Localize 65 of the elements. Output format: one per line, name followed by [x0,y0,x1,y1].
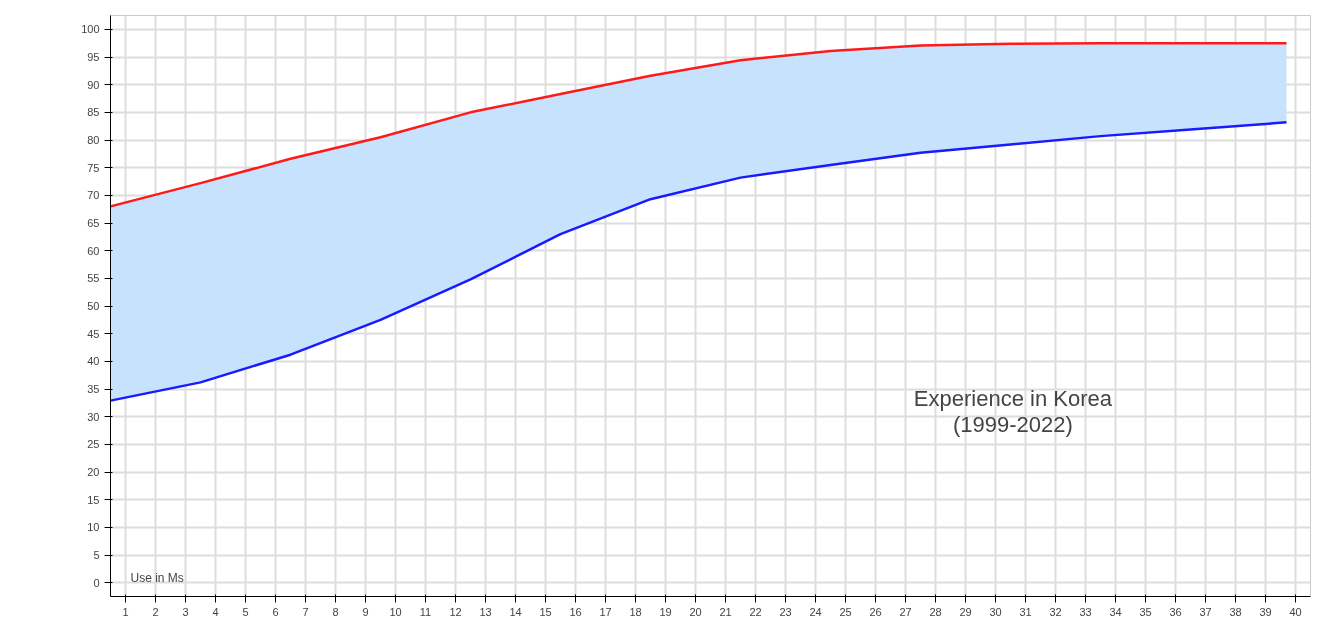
y-tick-label: 90 [87,78,100,91]
x-tick-label: 19 [659,605,672,618]
y-tick-label: 0 [93,576,100,589]
y-tick-label: 10 [87,521,100,534]
x-tick-label: 29 [959,605,972,618]
x-tick-label: 9 [362,605,369,618]
x-tick-label: 14 [509,605,522,618]
y-tick-label: 65 [87,217,100,229]
y-tick-label: 30 [87,410,100,423]
y-tick-label: 55 [87,272,100,285]
x-tick-label: 6 [272,605,279,618]
y-tick-label: 95 [87,51,100,63]
x-tick-label: 32 [1049,605,1062,618]
x-tick-label: 21 [719,605,732,618]
x-tick-label: 28 [929,605,942,618]
x-axis-title: Use in Ms [130,570,184,585]
x-tick-label: 26 [869,605,882,618]
x-tick-label: 11 [419,605,432,618]
x-tick-label: 39 [1259,605,1272,618]
x-tick-label: 12 [449,605,462,618]
x-tick-label: 16 [569,605,582,618]
x-tick-label: 7 [302,605,309,618]
x-tick-label: 2 [152,605,159,618]
x-tick-label: 23 [779,605,792,618]
y-tick-label: 5 [93,549,100,561]
x-tick-label: 25 [839,605,852,618]
x-tick-label: 4 [212,605,219,618]
x-tick-label: 30 [989,605,1002,618]
x-tick-label: 1 [122,605,129,618]
annotation: Experience in Korea [913,385,1113,411]
y-tick-label: 50 [87,300,100,312]
x-tick-label: 24 [809,605,822,618]
x-tick-label: 38 [1229,605,1242,618]
x-tick-label: 33 [1079,605,1092,618]
y-tick-label: 15 [87,493,100,506]
y-tick-label: 45 [87,327,100,340]
y-tick-label: 70 [87,189,100,202]
y-tick-label: 60 [87,244,100,257]
y-tick-label: 40 [87,355,100,368]
x-tick-label: 34 [1109,605,1122,618]
y-tick-label: 85 [87,106,100,119]
x-tick-label: 36 [1169,605,1182,618]
x-tick-label: 22 [749,605,762,618]
x-tick-label: 15 [539,605,552,618]
x-tick-label: 5 [242,605,249,618]
x-tick-label: 10 [389,605,402,618]
y-tick-label: 75 [87,161,100,174]
y-tick-label: 25 [87,438,100,451]
x-tick-label: 27 [899,605,912,618]
line-series [110,41,1288,208]
x-tick-label: 13 [479,605,492,618]
y-tick-label: 100 [81,23,100,36]
y-tick-label: 20 [87,466,100,478]
x-tick-label: 40 [1289,605,1302,618]
x-tick-label: 37 [1199,605,1212,618]
y-tick-label: 80 [87,134,100,146]
annotation: (1999-2022) [952,411,1073,437]
x-tick-label: 35 [1139,605,1152,618]
y-tick-label: 35 [87,383,100,395]
x-tick-label: 3 [182,605,189,618]
x-tick-label: 17 [599,605,612,618]
x-tick-label: 31 [1019,605,1032,618]
x-tick-label: 18 [629,605,642,618]
x-tick-label: 20 [689,605,702,618]
x-tick-label: 8 [332,605,339,618]
